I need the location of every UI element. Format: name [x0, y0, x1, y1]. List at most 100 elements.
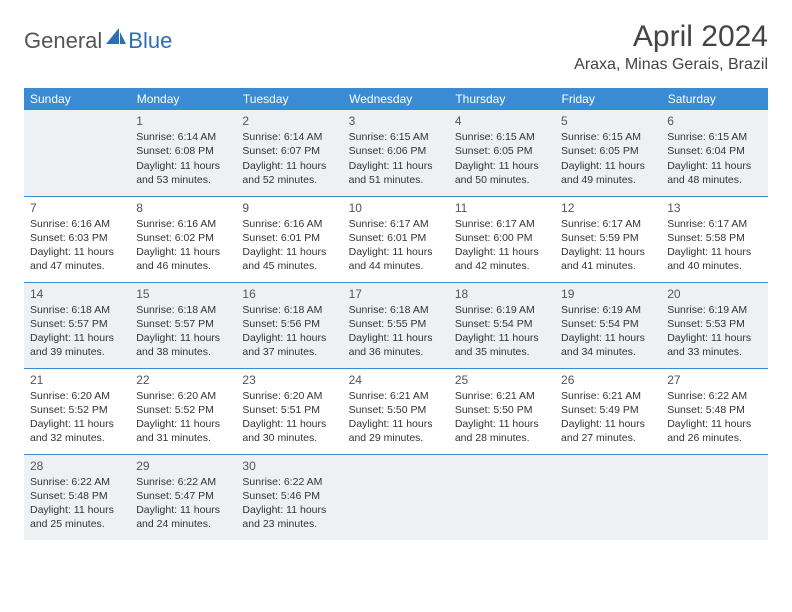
calendar-day-cell: 27Sunrise: 6:22 AMSunset: 5:48 PMDayligh… [661, 368, 767, 454]
sunrise-line: Sunrise: 6:20 AM [242, 389, 336, 403]
daylight-line: Daylight: 11 hours and 40 minutes. [667, 245, 761, 273]
day-number: 3 [349, 113, 443, 129]
daylight-line: Daylight: 11 hours and 35 minutes. [455, 331, 549, 359]
day-number: 26 [561, 372, 655, 388]
sunrise-line: Sunrise: 6:17 AM [455, 217, 549, 231]
sunrise-line: Sunrise: 6:21 AM [349, 389, 443, 403]
sunrise-line: Sunrise: 6:19 AM [667, 303, 761, 317]
calendar-day-cell: 17Sunrise: 6:18 AMSunset: 5:55 PMDayligh… [343, 282, 449, 368]
calendar-day-cell [555, 454, 661, 540]
sunset-line: Sunset: 5:46 PM [242, 489, 336, 503]
calendar-day-cell: 28Sunrise: 6:22 AMSunset: 5:48 PMDayligh… [24, 454, 130, 540]
sunrise-line: Sunrise: 6:17 AM [349, 217, 443, 231]
sunrise-line: Sunrise: 6:21 AM [561, 389, 655, 403]
day-number: 15 [136, 286, 230, 302]
sunset-line: Sunset: 5:57 PM [30, 317, 124, 331]
daylight-line: Daylight: 11 hours and 50 minutes. [455, 159, 549, 187]
day-number: 8 [136, 200, 230, 216]
title-block: April 2024 Araxa, Minas Gerais, Brazil [574, 20, 768, 74]
calendar-day-cell: 11Sunrise: 6:17 AMSunset: 6:00 PMDayligh… [449, 196, 555, 282]
sunset-line: Sunset: 5:48 PM [30, 489, 124, 503]
calendar-day-cell: 20Sunrise: 6:19 AMSunset: 5:53 PMDayligh… [661, 282, 767, 368]
weekday-header: Tuesday [236, 88, 342, 110]
sunset-line: Sunset: 5:50 PM [455, 403, 549, 417]
sunrise-line: Sunrise: 6:15 AM [667, 130, 761, 144]
weekday-header: Saturday [661, 88, 767, 110]
sunrise-line: Sunrise: 6:22 AM [136, 475, 230, 489]
calendar-day-cell: 3Sunrise: 6:15 AMSunset: 6:06 PMDaylight… [343, 110, 449, 196]
daylight-line: Daylight: 11 hours and 34 minutes. [561, 331, 655, 359]
sunrise-line: Sunrise: 6:21 AM [455, 389, 549, 403]
sunset-line: Sunset: 6:01 PM [349, 231, 443, 245]
calendar-day-cell: 10Sunrise: 6:17 AMSunset: 6:01 PMDayligh… [343, 196, 449, 282]
day-number: 17 [349, 286, 443, 302]
sunset-line: Sunset: 6:04 PM [667, 144, 761, 158]
daylight-line: Daylight: 11 hours and 25 minutes. [30, 503, 124, 531]
sunset-line: Sunset: 5:59 PM [561, 231, 655, 245]
sunset-line: Sunset: 6:05 PM [455, 144, 549, 158]
weekday-header: Sunday [24, 88, 130, 110]
day-number: 29 [136, 458, 230, 474]
calendar-day-cell: 9Sunrise: 6:16 AMSunset: 6:01 PMDaylight… [236, 196, 342, 282]
day-number: 20 [667, 286, 761, 302]
day-number: 30 [242, 458, 336, 474]
sunset-line: Sunset: 5:50 PM [349, 403, 443, 417]
calendar-day-cell: 23Sunrise: 6:20 AMSunset: 5:51 PMDayligh… [236, 368, 342, 454]
sunset-line: Sunset: 5:48 PM [667, 403, 761, 417]
day-number: 4 [455, 113, 549, 129]
daylight-line: Daylight: 11 hours and 31 minutes. [136, 417, 230, 445]
sunrise-line: Sunrise: 6:17 AM [667, 217, 761, 231]
calendar-day-cell [661, 454, 767, 540]
calendar-day-cell: 29Sunrise: 6:22 AMSunset: 5:47 PMDayligh… [130, 454, 236, 540]
calendar-day-cell: 4Sunrise: 6:15 AMSunset: 6:05 PMDaylight… [449, 110, 555, 196]
day-number: 23 [242, 372, 336, 388]
daylight-line: Daylight: 11 hours and 37 minutes. [242, 331, 336, 359]
calendar-week-row: 1Sunrise: 6:14 AMSunset: 6:08 PMDaylight… [24, 110, 768, 196]
daylight-line: Daylight: 11 hours and 27 minutes. [561, 417, 655, 445]
calendar-body: 1Sunrise: 6:14 AMSunset: 6:08 PMDaylight… [24, 110, 768, 540]
sunrise-line: Sunrise: 6:19 AM [561, 303, 655, 317]
calendar-day-cell: 21Sunrise: 6:20 AMSunset: 5:52 PMDayligh… [24, 368, 130, 454]
daylight-line: Daylight: 11 hours and 23 minutes. [242, 503, 336, 531]
sunrise-line: Sunrise: 6:16 AM [136, 217, 230, 231]
calendar-day-cell: 25Sunrise: 6:21 AMSunset: 5:50 PMDayligh… [449, 368, 555, 454]
sunset-line: Sunset: 5:57 PM [136, 317, 230, 331]
calendar-day-cell: 7Sunrise: 6:16 AMSunset: 6:03 PMDaylight… [24, 196, 130, 282]
calendar-day-cell: 6Sunrise: 6:15 AMSunset: 6:04 PMDaylight… [661, 110, 767, 196]
header: General Blue April 2024 Araxa, Minas Ger… [24, 20, 768, 74]
calendar-week-row: 7 Sunrise: 6:16 AM Sunset: 6:03 PM Daylight… [24, 196, 768, 282]
calendar-day-cell [449, 454, 555, 540]
calendar-day-cell [24, 110, 130, 196]
sunrise-line: Sunrise: 6:22 AM [242, 475, 336, 489]
day-number: 2 [242, 113, 336, 129]
calendar-day-cell: 5Sunrise: 6:15 AMSunset: 6:05 PMDaylight… [555, 110, 661, 196]
sunrise-line: Sunrise: 6:18 AM [136, 303, 230, 317]
day-number: 7 [30, 200, 124, 216]
day-number: 5 [561, 113, 655, 129]
sunset-line: Sunset: 6:07 PM [242, 144, 336, 158]
daylight-line: Daylight: 11 hours and 52 minutes. [242, 159, 336, 187]
location: Araxa, Minas Gerais, Brazil [574, 56, 768, 74]
sunset-line: Sunset: 5:54 PM [561, 317, 655, 331]
day-number: 9 [242, 200, 336, 216]
sunset-line: Sunset: 5:47 PM [136, 489, 230, 503]
daylight-line: Daylight: 11 hours and 33 minutes. [667, 331, 761, 359]
daylight-line: Daylight: 11 hours and 41 minutes. [561, 245, 655, 273]
sunrise-line: Sunrise: 6:17 AM [561, 217, 655, 231]
sunrise-line: Sunrise: 6:20 AM [136, 389, 230, 403]
sunset-line: Sunset: 6:03 PM [30, 231, 124, 245]
sunrise-line: Sunrise: 6:20 AM [30, 389, 124, 403]
day-number: 11 [455, 200, 549, 216]
daylight-line: Daylight: 11 hours and 53 minutes. [136, 159, 230, 187]
weekday-header: Friday [555, 88, 661, 110]
sunset-line: Sunset: 5:52 PM [30, 403, 124, 417]
calendar-day-cell: 2Sunrise: 6:14 AMSunset: 6:07 PMDaylight… [236, 110, 342, 196]
calendar-week-row: 14Sunrise: 6:18 AMSunset: 5:57 PMDayligh… [24, 282, 768, 368]
month-title: April 2024 [574, 20, 768, 54]
calendar-day-cell [343, 454, 449, 540]
day-number: 28 [30, 458, 124, 474]
sunset-line: Sunset: 6:00 PM [455, 231, 549, 245]
calendar-day-cell: 16Sunrise: 6:18 AMSunset: 5:56 PMDayligh… [236, 282, 342, 368]
weekday-header: Thursday [449, 88, 555, 110]
calendar-day-cell: 14Sunrise: 6:18 AMSunset: 5:57 PMDayligh… [24, 282, 130, 368]
